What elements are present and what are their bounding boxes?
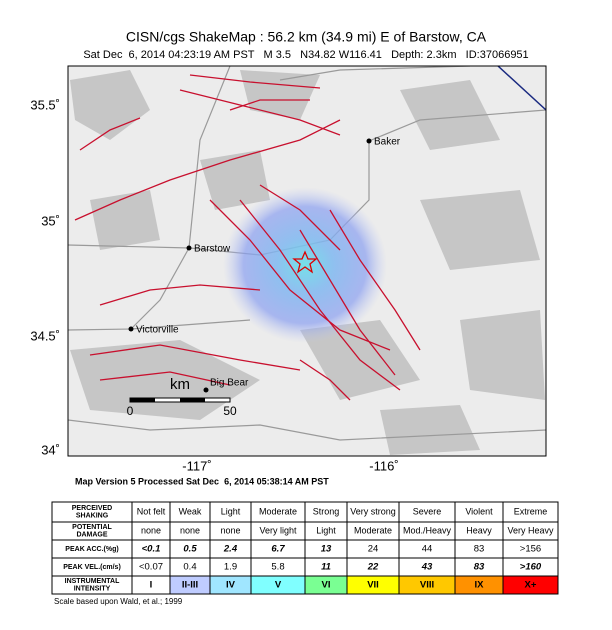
cell-text: none xyxy=(180,525,200,535)
cell-text: >156 xyxy=(520,544,541,555)
cell-text: Mod./Heavy xyxy=(403,525,452,535)
row-label: INSTRUMENTAL xyxy=(65,578,120,585)
lat-label: 34.5˚ xyxy=(30,328,60,343)
cell-text: 0.4 xyxy=(183,562,196,573)
row-label: SHAKING xyxy=(76,513,109,520)
cell-text: 83 xyxy=(474,562,485,573)
lon-label: -116˚ xyxy=(369,458,398,473)
cell-text: 22 xyxy=(367,562,379,573)
cell-text: VI xyxy=(322,580,331,591)
row-label: PEAK VEL.(cm/s) xyxy=(63,564,121,571)
scale-start: 0 xyxy=(127,404,134,418)
cell-text: 43 xyxy=(421,562,433,573)
cell-text: Very light xyxy=(259,525,297,535)
subtitle: Sat Dec 6, 2014 04:23:19 AM PST M 3.5 N3… xyxy=(83,49,528,61)
cell-text: VIII xyxy=(420,580,434,591)
cell-text: IX xyxy=(475,580,485,591)
footnote: Scale based upon Wald, et al.; 1999 xyxy=(54,597,183,606)
cell-text: Weak xyxy=(179,506,202,516)
lat-label: 35.5˚ xyxy=(30,97,60,112)
lon-label: -117˚ xyxy=(182,458,211,473)
cell-text: 2.4 xyxy=(223,544,238,555)
scale-end: 50 xyxy=(223,404,237,418)
row-label: INTENSITY xyxy=(74,586,111,593)
cell-text: Strong xyxy=(313,506,340,516)
row-label: DAMAGE xyxy=(76,532,107,539)
cell-text: >160 xyxy=(520,562,542,573)
cell-text: Light xyxy=(316,525,336,535)
city-label: Barstow xyxy=(194,244,231,255)
scale-unit: km xyxy=(170,376,190,393)
lat-label: 34˚ xyxy=(41,442,60,457)
cell-text: 5.8 xyxy=(271,562,284,573)
cell-text: IV xyxy=(226,580,236,591)
cell-text: V xyxy=(275,580,282,591)
cell-text: <0.1 xyxy=(142,544,161,555)
cell-text: X+ xyxy=(525,580,537,591)
cell-text: 83 xyxy=(474,544,485,555)
row-label: PEAK ACC.(%g) xyxy=(65,546,118,553)
cell-text: Violent xyxy=(465,506,493,516)
cell-text: 11 xyxy=(321,562,331,573)
cell-text: Moderate xyxy=(354,525,392,535)
cell-text: none xyxy=(220,525,240,535)
lat-label: 35˚ xyxy=(41,213,60,228)
cell-text: 24 xyxy=(368,544,379,555)
cell-text: Light xyxy=(221,506,241,516)
cell-text: II-III xyxy=(182,580,198,591)
cell-text: 1.9 xyxy=(224,562,237,573)
cell-text: Very Heavy xyxy=(507,525,554,535)
cell-text: Moderate xyxy=(259,506,297,516)
cell-text: Heavy xyxy=(466,525,492,535)
cell-text: 6.7 xyxy=(271,544,285,555)
cell-text: 0.5 xyxy=(183,544,197,555)
city-label: Victorville xyxy=(136,325,179,336)
cell-text: Severe xyxy=(413,506,442,516)
version-note: Map Version 5 Processed Sat Dec 6, 2014 … xyxy=(75,476,329,486)
legend-cell xyxy=(502,575,559,595)
cell-text: none xyxy=(141,525,161,535)
city-label: Baker xyxy=(374,137,401,148)
cell-text: Extreme xyxy=(514,506,548,516)
cell-text: Not felt xyxy=(137,506,166,516)
map-frame xyxy=(67,65,547,457)
row-label: PERCEIVED xyxy=(72,505,112,512)
cell-text: I xyxy=(150,580,153,591)
cell-text: VII xyxy=(367,580,379,591)
cell-text: <0.07 xyxy=(139,562,163,573)
cell-text: Very strong xyxy=(350,506,396,516)
map: Baker Barstow Victorville Big Bear km 0 … xyxy=(68,66,546,456)
row-label: POTENTIAL xyxy=(72,524,112,531)
title: CISN/cgs ShakeMap : 56.2 km (34.9 mi) E … xyxy=(126,29,487,45)
cell-text: 44 xyxy=(422,544,433,555)
cell-text: 13 xyxy=(321,544,332,555)
city-label: Big Bear xyxy=(210,378,249,389)
